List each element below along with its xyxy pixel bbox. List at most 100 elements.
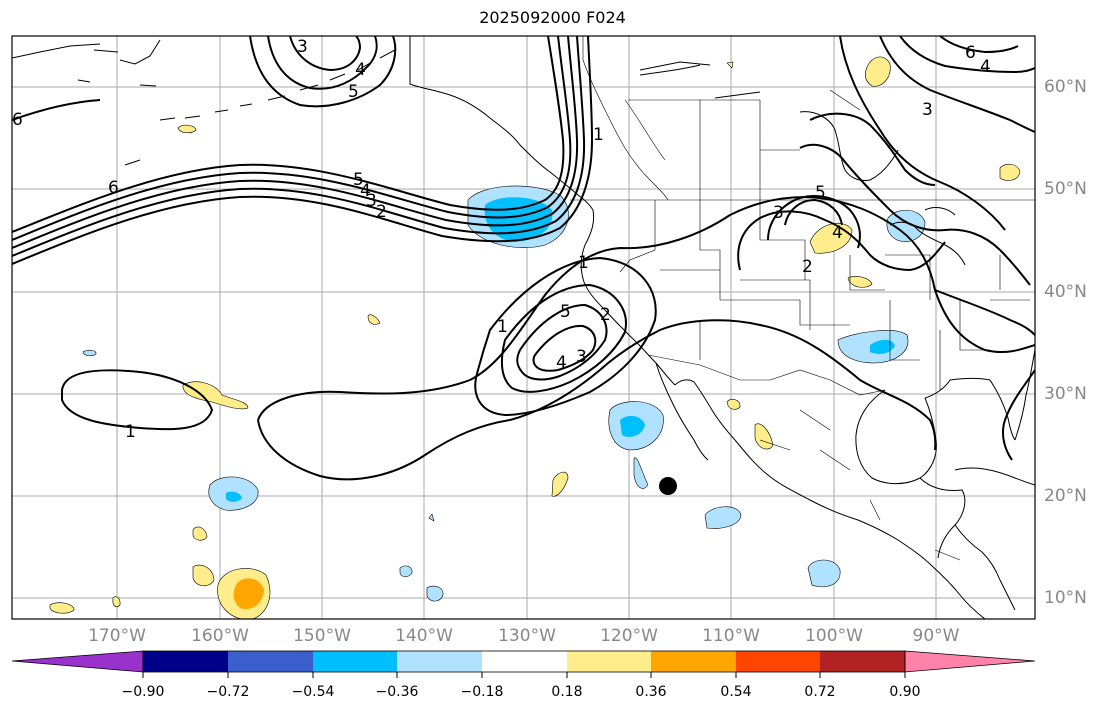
lat-label: 10°N (1044, 588, 1087, 608)
contour-label: 5 (560, 302, 571, 322)
canada-arctic (639, 61, 761, 99)
contour-east-1 (737, 210, 946, 272)
contour-label: 3 (922, 100, 933, 120)
contour-ridge-1 (12, 36, 565, 233)
contour-aleutian-low-2 (267, 36, 378, 90)
contour-label: 3 (773, 203, 784, 223)
lon-label: 130°W (498, 626, 556, 646)
contour-label: 1 (497, 317, 508, 337)
contour-east-5 (879, 36, 1035, 133)
contour-label: 3 (366, 191, 377, 211)
hudson-bay (799, 111, 899, 181)
west-coast-usa (580, 209, 676, 386)
lon-label: 100°W (805, 626, 863, 646)
lat-label: 50°N (1044, 179, 1087, 199)
contour-southeast (934, 289, 1035, 461)
contour-label: 4 (832, 223, 843, 243)
colorbar-tick-label: −0.72 (206, 684, 250, 700)
political-borders (570, 36, 1035, 561)
pos-patch-small2 (192, 564, 215, 587)
contour-label: 1 (125, 422, 136, 442)
contour-label: 5 (348, 82, 359, 102)
colorbar-over-arrow (904, 650, 1036, 673)
pos-patch-mexico1 (754, 423, 774, 450)
contour-1-central (61, 369, 214, 431)
pos-patch-small1 (192, 526, 208, 541)
colorbar-under-arrow (11, 650, 144, 673)
mexico-states (759, 409, 961, 561)
contour-cutoff-1 (474, 256, 657, 417)
colorbar-bin (820, 651, 905, 672)
contour-ridge-4 (12, 36, 586, 257)
contour-label: 2 (802, 257, 813, 277)
contour-label: 1 (578, 253, 589, 273)
storm-marker-dot (659, 477, 677, 495)
alaska-coast (409, 36, 594, 211)
colorbar-tick-label: 0.54 (720, 684, 752, 700)
neg-patch-ep1 (704, 506, 742, 529)
pos-patch-hudson (864, 56, 891, 87)
colorbar-bin (651, 651, 736, 672)
contour-label: 4 (360, 181, 371, 201)
contour-label: 4 (355, 60, 366, 80)
colorbar-bin (736, 651, 820, 672)
colorbar-bin (143, 651, 228, 672)
pos-patch-small7 (847, 276, 873, 288)
contour-east-7 (899, 36, 1035, 74)
contour-west-low (12, 99, 101, 121)
map-frame (11, 35, 1036, 620)
lon-label: 110°W (702, 626, 760, 646)
lat-label: 30°N (1044, 384, 1087, 404)
contour-cutoff-2 (500, 283, 627, 393)
contour-1-long (257, 196, 1035, 421)
colorbar-tick-label: 0.36 (635, 684, 667, 700)
cuba (954, 467, 1035, 486)
contour-ne-2 (999, 249, 1031, 286)
lon-label: 170°W (88, 626, 146, 646)
pos-patch-colorado (809, 222, 853, 254)
contour-ne-1 (809, 112, 936, 186)
anomaly-fills (49, 56, 1021, 619)
contour-east-8 (939, 36, 1019, 54)
siberia-coast (12, 39, 161, 65)
baja-peninsula (655, 362, 736, 461)
neg-patch-small4 (428, 513, 435, 522)
alaska-canada-border (582, 36, 669, 201)
lat-label: 20°N (1044, 486, 1087, 506)
colorbar-tick-label: −0.54 (291, 684, 335, 700)
contour-ridge-3 (12, 36, 579, 249)
coastlines (12, 36, 1035, 619)
neg-patch-hawaii-core (226, 491, 242, 502)
neg-patch-ep3 (633, 457, 649, 489)
contour-1-south (257, 319, 937, 481)
colorbar-tick-label: 0.90 (889, 684, 921, 700)
central-america (954, 524, 1016, 611)
lon-label: 160°W (191, 626, 249, 646)
lon-label: 140°W (395, 626, 453, 646)
colorbar-outline (142, 650, 906, 673)
lat-label: 60°N (1044, 77, 1087, 97)
canada-provinces (624, 89, 861, 200)
contour-label: 6 (12, 110, 23, 130)
gridlines (12, 36, 1035, 619)
contour-label: 3 (576, 347, 587, 367)
map-title: 2025092000 F024 (479, 8, 626, 27)
contour-label: 6 (108, 178, 119, 198)
colorbar-tick-label: −0.36 (375, 684, 419, 700)
lon-label: 90°W (912, 626, 960, 646)
lat-label: 40°N (1044, 282, 1087, 302)
contour-east-3 (784, 198, 843, 226)
pos-patch-small3 (49, 602, 75, 614)
colorbar-bin (228, 651, 313, 672)
contour-label-group: 1 1 1 2 3 4 5 6 3 4 5 6 1 2 3 4 5 3 4 5 … (12, 37, 991, 442)
yucatan (919, 477, 966, 559)
contour-east-2 (767, 195, 861, 249)
contour-ridge-2 (12, 36, 572, 241)
contour-label: 4 (556, 353, 567, 373)
neg-patch-great-lakes (886, 209, 926, 242)
pos-patch-hawaii-south-core (233, 578, 264, 610)
contour-label: 3 (297, 37, 308, 57)
mexico-coast (734, 439, 986, 619)
colorbar-bin (397, 651, 482, 672)
contour-cutoff-3 (516, 303, 608, 381)
